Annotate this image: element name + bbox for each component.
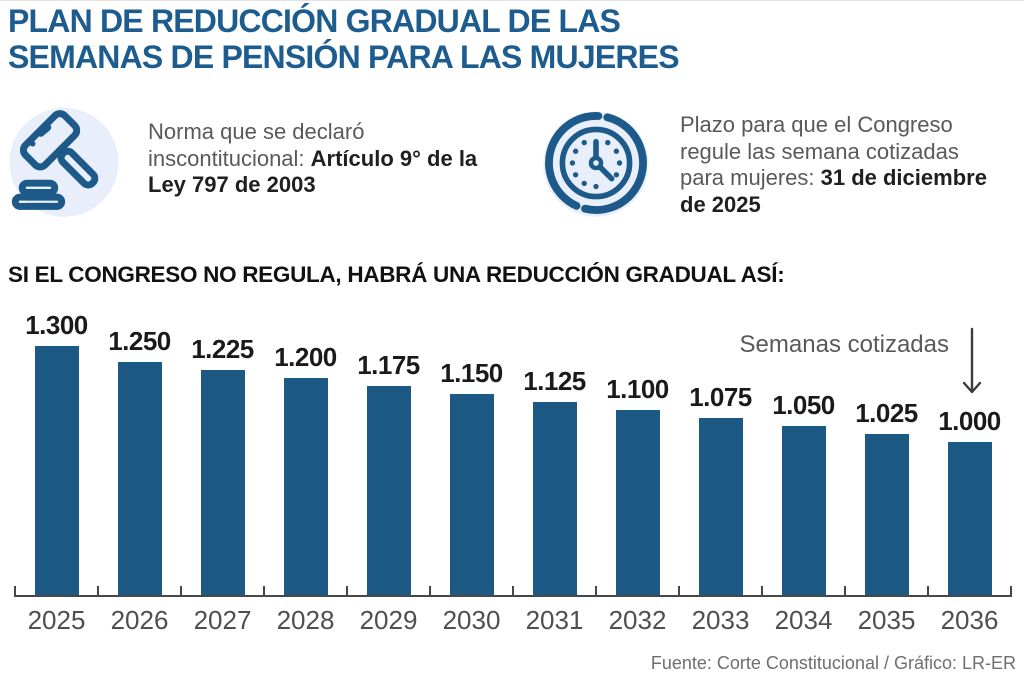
bar-column: 1.025 <box>845 398 928 597</box>
source-credit: Fuente: Corte Constitucional / Gráfico: … <box>650 653 1016 673</box>
bar-value-label: 1.125 <box>523 366 586 396</box>
fact-deadline-bold: 31 de diciembre de 2025 <box>680 165 987 217</box>
bar <box>532 402 577 597</box>
bar-value-label: 1.025 <box>855 398 918 428</box>
x-axis-tick <box>263 586 265 597</box>
fact-norm-regular: Norma que se declaró inscontitucional: <box>148 119 365 171</box>
bar <box>864 434 909 597</box>
fact-deadline-regular: Plazo para que el Congreso regule las se… <box>680 112 959 190</box>
page-title-line2: SEMANAS DE PENSIÓN PARA LAS MUJERES <box>8 39 680 75</box>
bar-value-label: 1.050 <box>772 390 835 420</box>
bar-value-label: 1.300 <box>25 310 88 340</box>
bar-column: 1.100 <box>596 374 679 597</box>
bar-column: 1.125 <box>513 366 596 597</box>
bar <box>117 362 162 597</box>
bar <box>449 394 494 597</box>
bar-chart: Semanas cotizadas 1.300 1.250 1.225 1.20… <box>14 307 1012 597</box>
x-tick-label: 2026 <box>110 605 169 635</box>
x-tick-label: 2027 <box>193 605 252 635</box>
bar <box>283 378 328 597</box>
x-axis-tick <box>512 586 514 597</box>
x-axis-tick <box>97 586 99 597</box>
bar-value-label: 1.150 <box>440 358 503 388</box>
x-tick-label: 2035 <box>857 605 916 635</box>
bar-value-label: 1.075 <box>689 382 752 412</box>
gavel-icon <box>6 99 122 221</box>
x-axis-tick <box>678 586 680 597</box>
x-tick-label: 2030 <box>442 605 501 635</box>
bar <box>34 346 79 597</box>
bar <box>781 426 826 597</box>
annotation-label: Semanas cotizadas <box>739 331 949 358</box>
x-axis-labels: 2025 2026 2027 2028 2029 2030 2031 2032 … <box>15 605 1011 636</box>
clock-icon <box>540 104 656 226</box>
bar-column: 1.075 <box>679 382 762 597</box>
bar-column: 1.300 <box>15 310 98 597</box>
bar-column: 1.225 <box>181 334 264 597</box>
bar-value-label: 1.100 <box>606 374 669 404</box>
x-axis-tick <box>180 586 182 597</box>
x-axis-tick <box>14 586 16 597</box>
chart-annotation: Semanas cotizadas <box>740 327 983 401</box>
bar-value-label: 1.200 <box>274 342 337 372</box>
bar <box>366 386 411 597</box>
bar-value-label: 1.225 <box>191 334 254 364</box>
bar-column: 1.200 <box>264 342 347 597</box>
bar <box>615 410 660 597</box>
x-tick-label: 2033 <box>691 605 750 635</box>
bar-column: 1.150 <box>430 358 513 597</box>
bar <box>947 442 992 597</box>
bar-column: 1.250 <box>98 326 181 597</box>
bar <box>200 370 245 597</box>
x-tick-label: 2031 <box>525 605 584 635</box>
bar-column: 1.000 <box>928 406 1011 597</box>
x-tick-label: 2029 <box>359 605 418 635</box>
fact-norm-bold: Artículo 9° de la Ley 797 de 2003 <box>148 145 478 198</box>
bar-value-label: 1.250 <box>108 326 171 356</box>
fact-norm-text: Norma que se declaró inscontitucional: A… <box>148 119 496 199</box>
x-axis-tick <box>346 586 348 597</box>
x-axis-tick <box>595 586 597 597</box>
chart-heading: SI EL CONGRESO NO REGULA, HABRÁ UNA REDU… <box>8 262 785 287</box>
bar-column: 1.050 <box>762 390 845 597</box>
bar-value-label: 1.175 <box>357 350 420 380</box>
x-axis-tick <box>844 586 846 597</box>
x-axis-tick <box>761 586 763 597</box>
page-title-line1: PLAN DE REDUCCIÓN GRADUAL DE LAS <box>8 3 621 39</box>
bars-row: 1.300 1.250 1.225 1.200 1.175 1.150 1.12… <box>15 307 1011 597</box>
page-title: PLAN DE REDUCCIÓN GRADUAL DE LAS SEMANAS… <box>8 3 680 75</box>
x-tick-label: 2028 <box>276 605 335 635</box>
bar <box>698 418 743 597</box>
x-axis-tick <box>429 586 431 597</box>
x-tick-label: 2036 <box>940 605 999 635</box>
x-tick-label: 2025 <box>27 605 86 635</box>
x-tick-label: 2034 <box>774 605 833 635</box>
down-arrow-icon <box>962 327 982 394</box>
x-axis-tick <box>927 586 929 597</box>
fact-deadline-text: Plazo para que el Congreso regule las se… <box>680 112 995 218</box>
bar-column: 1.175 <box>347 350 430 597</box>
x-axis-tick <box>1010 586 1012 597</box>
bar-value-label: 1.000 <box>938 406 1001 436</box>
x-tick-label: 2032 <box>608 605 667 635</box>
